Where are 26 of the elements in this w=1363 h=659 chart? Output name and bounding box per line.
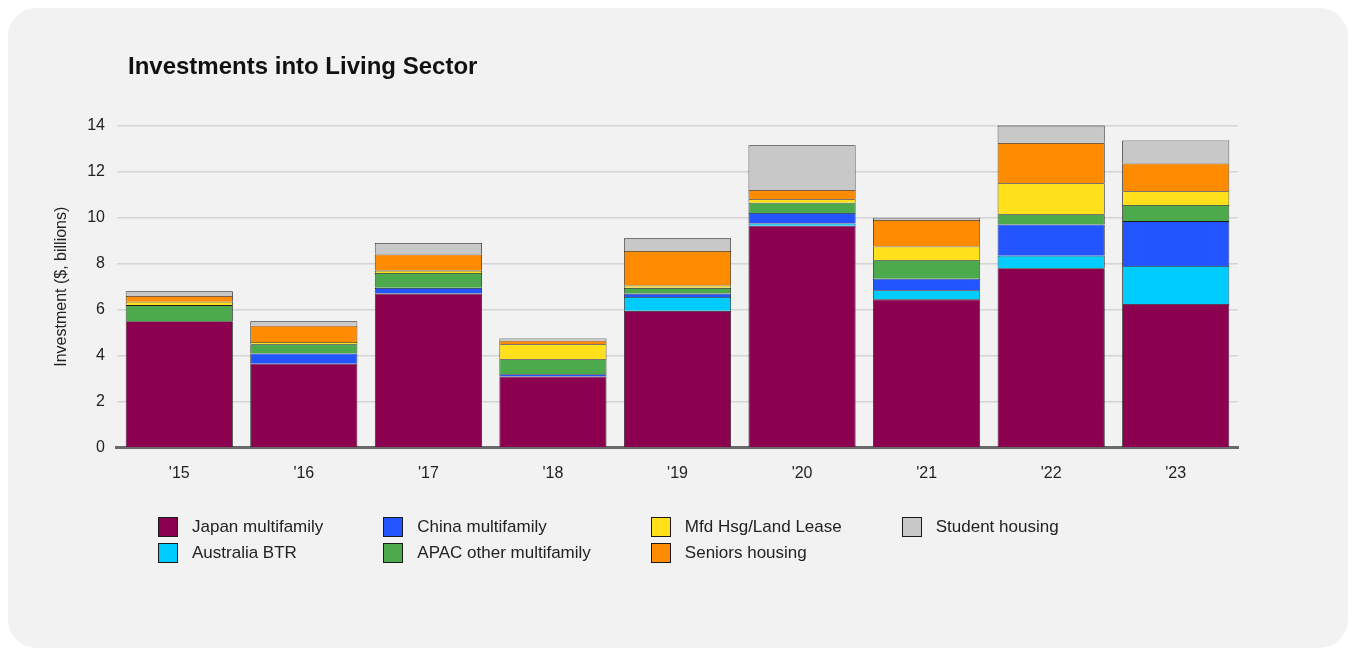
y-tick-label: 4 (96, 346, 106, 364)
y-axis-title: Investment ($, billions) (52, 206, 70, 367)
legend-label: Australia BTR (192, 543, 297, 563)
y-tick-label: 0 (96, 438, 106, 456)
x-tick-label: '21 (916, 463, 938, 481)
x-tick-label: '22 (1040, 463, 1062, 481)
chart-title: Investments into Living Sector (128, 52, 479, 80)
x-tick-label: '23 (1165, 463, 1187, 481)
y-tick-label: 10 (87, 208, 106, 226)
legend-label: Student housing (935, 517, 1059, 537)
x-tick-label: '15 (168, 463, 190, 481)
legend-label: Mfd Hsg/Land Lease (684, 517, 842, 537)
legend-label: Seniors housing (684, 543, 807, 563)
y-tick-label: 12 (87, 162, 106, 180)
x-tick-label: '16 (293, 463, 315, 481)
legend-label: China multifamily (417, 517, 547, 537)
x-tick-label: '18 (542, 463, 564, 481)
x-tick-label: '19 (667, 463, 689, 481)
y-tick-label: 6 (96, 300, 106, 318)
legend-label: APAC other multifamily (417, 543, 591, 563)
legend-label: Japan multifamily (192, 517, 324, 537)
y-tick-label: 14 (87, 116, 106, 134)
x-tick-label: '17 (417, 463, 439, 481)
x-tick-label: '20 (791, 463, 813, 481)
y-tick-label: 8 (96, 254, 106, 272)
y-tick-label: 2 (96, 392, 106, 410)
